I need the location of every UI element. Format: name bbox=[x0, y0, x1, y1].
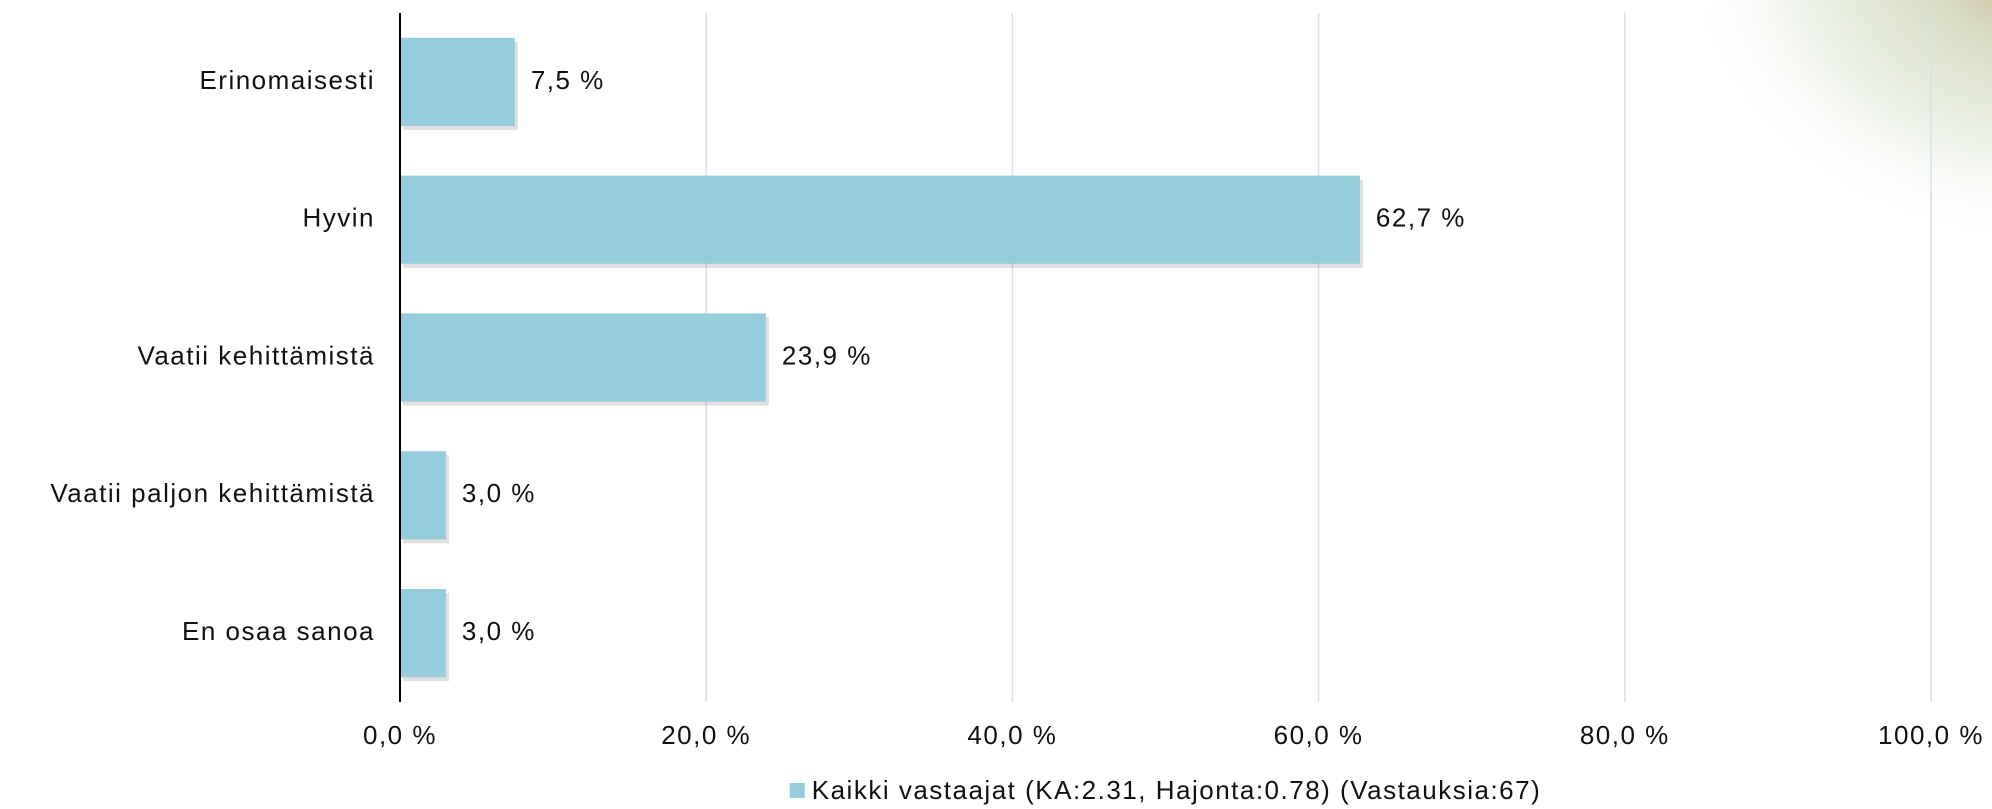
x-tick-label: 40,0 % bbox=[967, 720, 1057, 750]
background-photo bbox=[1700, 0, 1992, 250]
y-tick-label: Vaatii paljon kehittämistä bbox=[50, 478, 375, 508]
y-tick-label: En osaa sanoa bbox=[182, 616, 375, 646]
y-tick-label: Erinomaisesti bbox=[199, 65, 375, 95]
bar bbox=[400, 175, 1360, 264]
value-label: 3,0 % bbox=[462, 616, 536, 646]
x-tick-label: 100,0 % bbox=[1878, 720, 1984, 750]
bar bbox=[400, 451, 446, 540]
bar bbox=[400, 589, 446, 678]
legend-swatch bbox=[789, 783, 805, 798]
value-label: 3,0 % bbox=[462, 478, 536, 508]
value-label: 23,9 % bbox=[782, 340, 872, 370]
y-tick-label: Hyvin bbox=[302, 203, 375, 233]
legend-label: Kaikki vastaajat (KA:2.31, Hajonta:0.78)… bbox=[812, 775, 1542, 805]
value-label: 62,7 % bbox=[1376, 203, 1466, 233]
bar bbox=[400, 37, 515, 126]
x-tick-label: 80,0 % bbox=[1580, 720, 1670, 750]
x-tick-label: 0,0 % bbox=[363, 720, 437, 750]
x-tick-label: 20,0 % bbox=[661, 720, 751, 750]
value-label: 7,5 % bbox=[531, 65, 605, 95]
x-tick-label: 60,0 % bbox=[1274, 720, 1364, 750]
bar bbox=[400, 313, 766, 402]
y-tick-label: Vaatii kehittämistä bbox=[137, 340, 375, 370]
